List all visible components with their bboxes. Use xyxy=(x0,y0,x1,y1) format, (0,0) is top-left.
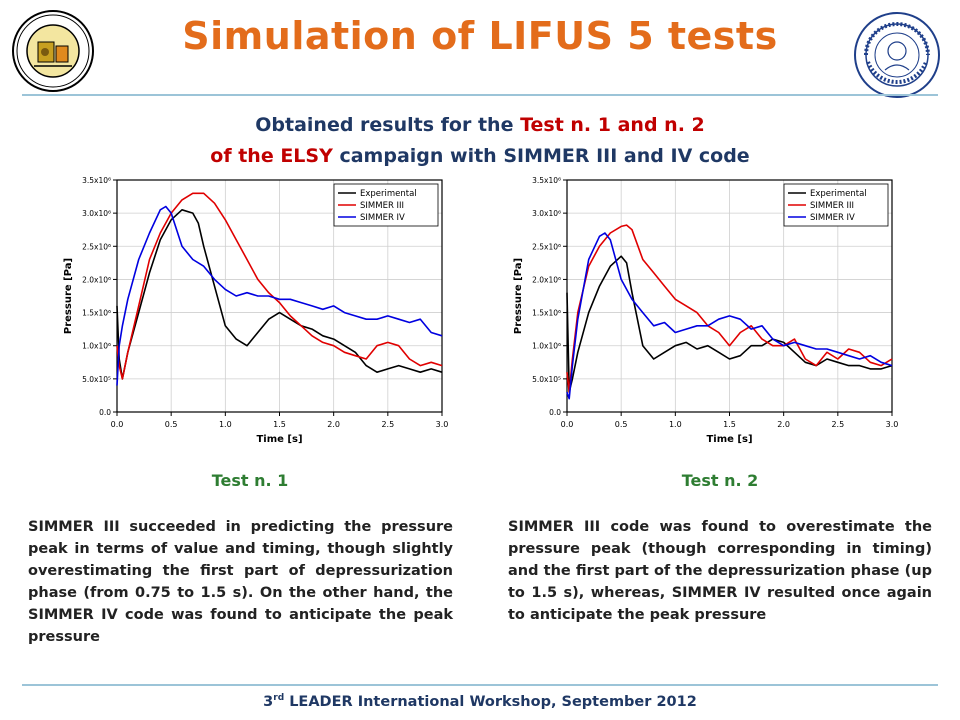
subtitle-line-2: of the ELSY campaign with SIMMER III and… xyxy=(0,145,960,167)
y-tick-label: 1.5x10⁶ xyxy=(82,309,111,318)
x-tick-label: 0.5 xyxy=(165,420,178,429)
y-tick-label: 3.5x10⁶ xyxy=(82,176,111,185)
x-tick-label: 0.0 xyxy=(561,420,574,429)
chart-test-2: 0.0 0.5 1.0 1.5 2.0 2.5 3.0 0.0 5.0x10⁵ 1.0x10⁶ 1.… xyxy=(513,176,899,445)
x-tick-label: 3.0 xyxy=(886,420,899,429)
x-tick-label: 1.0 xyxy=(669,420,682,429)
legend-entry: Experimental xyxy=(360,189,417,199)
legend-entry: SIMMER III xyxy=(810,201,854,211)
y-tick-label: 2.5x10⁶ xyxy=(532,242,561,251)
chart-test-1: 0.0 0.5 1.0 1.5 2.0 2.5 3.0 0.0 5.0x10⁵ 1.0x10⁶ 1.… xyxy=(63,176,449,445)
university-seal-icon xyxy=(852,10,942,100)
subtitle-text: Obtained results for the xyxy=(255,114,521,136)
x-tick-label: 1.5 xyxy=(273,420,286,429)
footer-superscript: rd xyxy=(273,693,285,703)
footer-text: 3 xyxy=(263,693,274,710)
x-axis-label: Time [s] xyxy=(256,434,302,445)
x-axis-label: Time [s] xyxy=(706,434,752,445)
x-tick-label: 0.5 xyxy=(615,420,628,429)
x-tick-label: 2.0 xyxy=(777,420,790,429)
legend-entry: Experimental xyxy=(810,189,867,199)
legend-entry: SIMMER III xyxy=(360,201,404,211)
series-line-simmer-iv xyxy=(566,232,893,400)
series-line-simmer-iii xyxy=(116,192,443,380)
y-tick-label: 0.0 xyxy=(549,408,561,417)
subtitle-line-1: Obtained results for the Test n. 1 and n… xyxy=(0,114,960,136)
test-2-description: SIMMER III code was found to overestimat… xyxy=(508,519,932,623)
x-tick-label: 2.5 xyxy=(381,420,394,429)
footer-divider xyxy=(22,684,938,686)
test-1-label: Test n. 1 xyxy=(211,471,289,490)
test-2-label: Test n. 2 xyxy=(681,471,759,490)
x-tick-label: 2.5 xyxy=(831,420,844,429)
test-1-description: SIMMER III succeeded in predicting the p… xyxy=(28,519,453,645)
y-tick-label: 2.0x10⁶ xyxy=(82,275,111,284)
y-tick-label: 5.0x10⁵ xyxy=(532,375,561,384)
page-title: Simulation of LIFUS 5 tests xyxy=(182,14,778,58)
header-divider xyxy=(22,94,938,96)
y-tick-label: 2.0x10⁶ xyxy=(532,275,561,284)
y-tick-label: 5.0x10⁵ xyxy=(82,375,111,384)
series-line-experimental xyxy=(116,209,443,380)
y-tick-label: 1.0x10⁶ xyxy=(82,342,111,351)
y-tick-label: 0.0 xyxy=(99,408,111,417)
legend-entry: SIMMER IV xyxy=(810,213,855,223)
subtitle-highlight: Test n. 1 and n. 2 xyxy=(520,114,705,136)
y-tick-label: 3.0x10⁶ xyxy=(82,209,111,218)
footer-text: LEADER International Workshop, September… xyxy=(284,693,697,710)
y-axis-label: Pressure [Pa] xyxy=(63,258,74,334)
x-tick-label: 0.0 xyxy=(111,420,124,429)
x-tick-label: 1.0 xyxy=(219,420,232,429)
y-tick-label: 1.5x10⁶ xyxy=(532,309,561,318)
institution-seal-icon xyxy=(10,8,96,94)
series-line-experimental xyxy=(566,255,893,393)
series-line-simmer-iii xyxy=(566,224,893,393)
subtitle-text: of the xyxy=(210,145,281,167)
subtitle-highlight: ELSY xyxy=(280,145,333,167)
x-tick-label: 1.5 xyxy=(723,420,736,429)
x-tick-label: 2.0 xyxy=(327,420,340,429)
legend-entry: SIMMER IV xyxy=(360,213,405,223)
footer: 3rd LEADER International Workshop, Septe… xyxy=(0,693,960,710)
y-axis-label: Pressure [Pa] xyxy=(513,258,524,334)
subtitle-text: campaign with SIMMER III and IV code xyxy=(332,145,750,167)
y-tick-label: 3.0x10⁶ xyxy=(532,209,561,218)
series-line-simmer-iv xyxy=(116,205,443,386)
y-tick-label: 3.5x10⁶ xyxy=(532,176,561,185)
y-tick-label: 1.0x10⁶ xyxy=(532,342,561,351)
x-tick-label: 3.0 xyxy=(436,420,449,429)
y-tick-label: 2.5x10⁶ xyxy=(82,242,111,251)
